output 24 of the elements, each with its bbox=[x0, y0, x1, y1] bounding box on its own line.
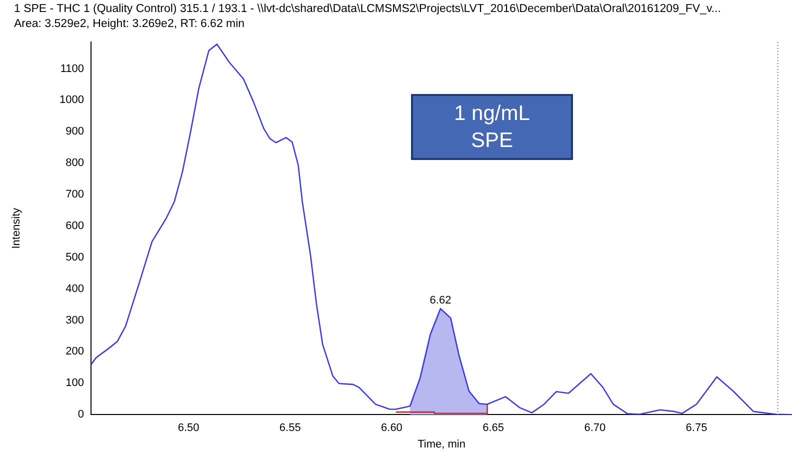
x-tick-label: 6.60 bbox=[381, 422, 402, 434]
annotation: 6.62 bbox=[430, 294, 452, 307]
y-tick-label: 100 bbox=[66, 377, 84, 390]
y-tick-label: 500 bbox=[66, 251, 84, 264]
x-tick-label: 6.65 bbox=[482, 422, 504, 434]
y-axis-title: Intensity bbox=[10, 207, 23, 249]
x-tick-label: 6.75 bbox=[686, 422, 708, 434]
x-axis-title: Time, min bbox=[418, 438, 466, 450]
x-tick-label: 6.55 bbox=[279, 422, 301, 434]
y-tick-label: 900 bbox=[66, 126, 84, 138]
y-tick-label: 800 bbox=[66, 157, 84, 170]
x-tick-label: 6.70 bbox=[584, 422, 606, 434]
y-tick-label: 1000 bbox=[60, 94, 84, 106]
y-tick-label: 0 bbox=[78, 408, 84, 421]
y-tick-label: 1100 bbox=[60, 62, 84, 75]
y-tick-label: 700 bbox=[66, 188, 84, 201]
chart-title: 1 SPE - THC 1 (Quality Control) 315.1 / 193.1 - \\lvt-dc\shared\Data\LCMSMS2\Projects\LVT_2016\December\Data\Oral\20161209_FV_v... bbox=[14, 3, 721, 15]
y-tick-label: 600 bbox=[66, 220, 84, 232]
x-tick-label: 6.50 bbox=[178, 422, 200, 434]
chart-subtitle: Area: 3.529e2, Height: 3.269e2, RT: 6.62 min bbox=[14, 18, 245, 30]
y-tick-label: 200 bbox=[66, 346, 84, 358]
y-tick-label: 400 bbox=[66, 282, 84, 295]
y-tick-label: 300 bbox=[66, 314, 84, 326]
label-box: 1 ng/mL SPE bbox=[411, 94, 573, 160]
